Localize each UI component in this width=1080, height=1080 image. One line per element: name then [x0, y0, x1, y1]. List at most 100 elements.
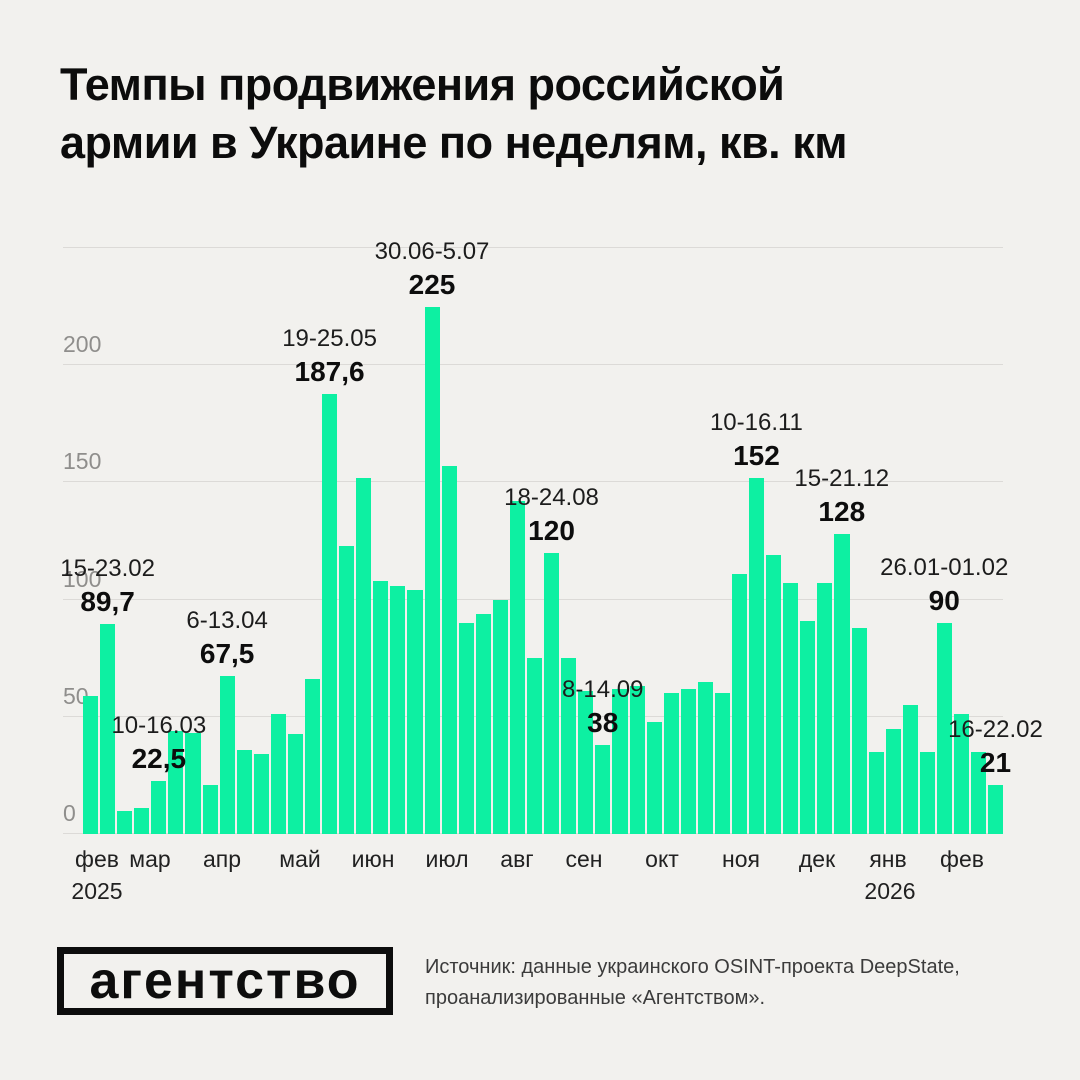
x-axis-year-label-2026: 2026 — [864, 878, 916, 904]
weekly-advance-bar-chart: 0 50 100 150 200 15-23.02 89,7 10-16.03 22,5 6-13… — [60, 238, 1043, 904]
gridline-250 — [63, 247, 1003, 248]
annotation-date-label: 8-14.09 — [562, 675, 644, 703]
bar-annotation-10-16.03: 10-16.03 22,5 — [111, 712, 206, 775]
bar-week-10 — [236, 749, 252, 834]
bar-week-44 — [817, 583, 833, 834]
gridline-150 — [63, 481, 1003, 483]
bar-week-32 — [612, 688, 628, 834]
bar-week-17 — [356, 477, 372, 834]
bar-annotation-15-21.12: 15-21.12 128 — [794, 465, 889, 528]
bar-week-45 — [834, 533, 850, 834]
bar-annotation-19-25.05: 19-25.05 187,6 — [282, 325, 377, 388]
bar-week-27 — [527, 658, 543, 834]
bar-week-9 — [219, 675, 235, 834]
annotation-date-label: 6-13.04 — [186, 606, 268, 634]
bar-week-38 — [714, 693, 730, 834]
bar-week-12 — [270, 714, 286, 834]
bar-week-6 — [168, 730, 184, 834]
bar-week-20 — [407, 590, 423, 834]
x-axis-month-label-2: мар — [129, 846, 171, 872]
bar-week-49 — [902, 705, 918, 834]
annotation-value-label: 128 — [818, 495, 866, 527]
gridline-200 — [63, 364, 1003, 366]
x-axis-year-label-2025: 2025 — [71, 878, 123, 904]
bar-week-15 — [322, 394, 338, 834]
bar-annotation-6-13.04: 6-13.04 67,5 — [186, 607, 267, 670]
bar-annotation-8-14.09: 8-14.09 38 — [562, 676, 643, 739]
x-axis-month-label-10: ноя — [722, 846, 760, 872]
page-title-line2: армии в Украине по неделям, кв. км — [60, 116, 848, 168]
bar-week-2 — [100, 623, 116, 834]
bar-annotation-16-22.02: 16-22.02 21 — [948, 716, 1043, 779]
annotation-value-label: 120 — [528, 514, 575, 546]
bar-week-46 — [851, 627, 867, 834]
bar-week-7 — [185, 733, 201, 834]
annotation-value-label: 225 — [408, 268, 456, 300]
source-note: Источник: данные украинского OSINT-проек… — [425, 952, 960, 1014]
agentstvo-logo: агентство — [57, 947, 393, 1015]
bar-week-8 — [202, 784, 218, 834]
annotation-value-label: 67,5 — [199, 637, 255, 669]
x-axis-month-label-13: фев — [940, 846, 984, 872]
annotation-date-label: 16-22.02 — [948, 715, 1043, 743]
x-axis-month-label-7: авг — [500, 846, 534, 872]
annotation-value-label: 21 — [979, 746, 1012, 778]
bar-week-25 — [492, 599, 508, 834]
bar-week-5 — [151, 781, 167, 834]
bar-week-16 — [339, 545, 355, 834]
page-title-line1: Темпы продвижения российской — [60, 59, 785, 110]
bar-week-3 — [117, 810, 133, 834]
bar-week-50 — [919, 751, 935, 834]
x-axis-month-label-6: июл — [425, 846, 469, 872]
bar-week-21 — [424, 306, 440, 834]
annotation-date-label: 18-24.08 — [504, 483, 599, 511]
y-axis-label-100: 100 — [63, 565, 102, 592]
bar-week-47 — [868, 751, 884, 834]
bars-container — [83, 248, 1004, 834]
annotation-date-label: 26.01-01.02 — [880, 554, 1009, 582]
bar-week-19 — [390, 585, 406, 834]
annotation-value-label: 90 — [928, 585, 960, 617]
x-axis-month-label-5: июн — [351, 846, 395, 872]
bar-annotation-10-16.11: 10-16.11 152 — [710, 409, 803, 472]
bar-week-13 — [287, 734, 304, 834]
page-title: Темпы продвижения российской армии в Укр… — [60, 56, 848, 171]
bar-annotation-30.06-5.07: 30.06-5.07 225 — [375, 238, 490, 301]
bar-week-35 — [663, 693, 679, 834]
bar-week-28 — [544, 552, 560, 834]
annotation-date-label: 19-25.05 — [282, 325, 377, 353]
agentstvo-logo-text: агентство — [89, 952, 361, 1010]
bar-week-22 — [441, 466, 457, 834]
bar-week-43 — [800, 620, 816, 834]
bar-week-48 — [885, 728, 901, 834]
annotation-value-label: 152 — [733, 439, 780, 471]
bar-week-36 — [680, 688, 696, 834]
bar-week-31 — [595, 744, 611, 834]
bar-week-40 — [749, 477, 765, 834]
annotation-date-label: 15-21.12 — [794, 464, 890, 492]
bar-week-11 — [253, 754, 269, 834]
x-axis-month-label-12: янв — [869, 846, 907, 872]
bar-week-23 — [458, 623, 474, 834]
bar-week-1 — [83, 695, 99, 834]
annotation-value-label: 89,7 — [80, 585, 135, 617]
bar-week-37 — [697, 681, 713, 834]
bar-week-51 — [936, 623, 952, 834]
bar-week-41 — [766, 555, 782, 834]
x-axis-month-label-3: апр — [202, 846, 242, 872]
bar-annotation-15-23.02: 15-23.02 89,7 — [60, 555, 155, 618]
bar-week-53 — [971, 751, 987, 834]
bar-week-29 — [561, 658, 577, 834]
annotation-value-label: 22,5 — [131, 743, 187, 775]
bar-week-18 — [373, 580, 389, 834]
bar-week-4 — [134, 808, 150, 834]
bar-week-54 — [988, 784, 1004, 834]
y-axis-label-200: 200 — [63, 331, 102, 358]
y-axis-label-0: 0 — [63, 800, 76, 826]
bar-week-30 — [578, 691, 594, 834]
source-note-line2: проанализированные «Агентством». — [425, 987, 765, 1009]
source-note-line1: Источник: данные украинского OSINT-проек… — [425, 956, 960, 978]
x-axis-month-label-11: дек — [798, 846, 836, 872]
bar-week-14 — [305, 679, 321, 834]
